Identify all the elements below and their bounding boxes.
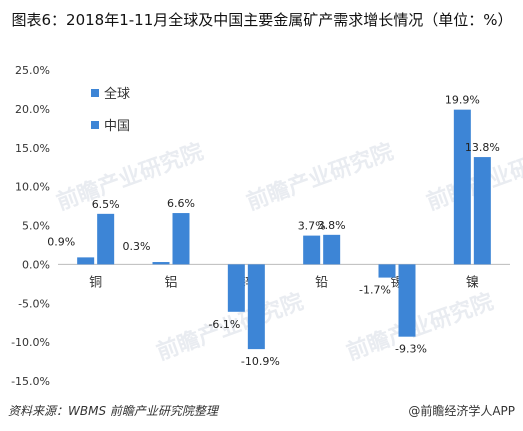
y-tick-label: 0.0% <box>22 258 50 271</box>
y-tick-label: 25.0% <box>15 64 50 77</box>
bar-global-2 <box>227 264 245 312</box>
y-tick-label: 20.0% <box>15 103 50 116</box>
bar-china-3 <box>323 234 341 265</box>
bar-global-1 <box>152 262 170 265</box>
data-label-china-2: -10.9% <box>241 355 280 368</box>
y-tick-label: 10.0% <box>15 181 50 194</box>
data-label-global-3: 3.7% <box>298 220 326 233</box>
bar-china-2 <box>247 264 265 350</box>
brand-credit: @前瞻经济学人APP <box>408 404 515 418</box>
x-category-label: 镍 <box>466 275 479 290</box>
legend-label-0: 全球 <box>104 86 130 102</box>
bar-china-5 <box>473 157 491 265</box>
bar-china-4 <box>398 264 416 337</box>
data-label-global-4: -1.7% <box>359 284 391 297</box>
y-tick-label: -10.0% <box>11 336 50 349</box>
legend-label-1: 中国 <box>104 119 130 134</box>
y-tick-label: -5.0% <box>18 297 50 310</box>
data-label-china-0: 6.5% <box>92 198 120 211</box>
x-category-label: 铝 <box>164 275 177 290</box>
data-label-china-3: 3.8% <box>318 219 346 232</box>
bars-layer: 0.9% 6.5% 0.3% 6.6% -6.1% -10.9% 3.7%3.8% -1.7%… <box>47 94 500 368</box>
footer: 资料来源：WBMS 前瞻产业研究院整理 @前瞻经济学人APP <box>8 402 515 420</box>
watermark-text: 前瞻产业研究院 <box>243 139 397 216</box>
legend-swatch-0 <box>91 89 99 97</box>
data-label-global-0: 0.9% <box>47 235 75 248</box>
source-note: 资料来源：WBMS 前瞻产业研究院整理 <box>8 404 218 418</box>
chart-title: 图表6：2018年1-11月全球及中国主要金属矿产需求增长情况（单位：%） <box>11 11 513 29</box>
data-label-china-1: 6.6% <box>167 197 195 210</box>
bar-global-3 <box>303 235 321 265</box>
y-tick-label: 5.0% <box>22 220 50 233</box>
bar-global-0 <box>77 257 95 265</box>
x-category-label: 铅 <box>315 275 328 290</box>
data-label-china-5: 13.8% <box>465 141 500 154</box>
bar-global-4 <box>378 264 396 278</box>
axis-layer: -15.0% -10.0% -5.0% 0.0% 5.0% 10.0% 15.0% 20.0%… <box>11 64 510 388</box>
bar-china-0 <box>97 213 115 265</box>
x-category-label: 铜 <box>89 275 102 290</box>
data-label-global-5: 19.9% <box>445 94 480 107</box>
bar-china-1 <box>172 213 190 265</box>
y-tick-label: -15.0% <box>11 375 50 388</box>
y-tick-label: 15.0% <box>15 142 50 155</box>
data-label-china-4: -9.3% <box>395 343 427 356</box>
bar-global-5 <box>453 109 471 265</box>
data-label-global-1: 0.3% <box>123 240 151 253</box>
legend-swatch-1 <box>91 121 99 129</box>
data-label-global-2: -6.1% <box>208 318 240 331</box>
